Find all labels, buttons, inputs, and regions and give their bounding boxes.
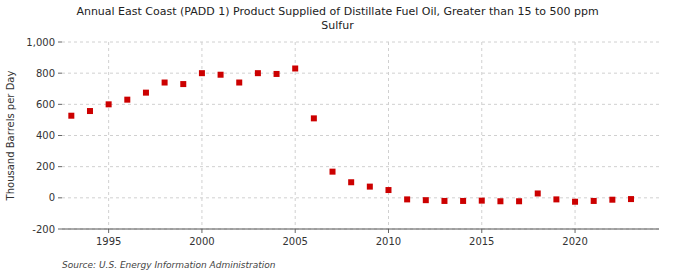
axes: -200 0 200 400 600 800 1,000 1995 2000 2005 2010 20… [26, 37, 659, 248]
point [572, 199, 578, 205]
title-line: Sulfur [321, 19, 354, 32]
point [199, 70, 205, 76]
point [348, 179, 354, 185]
point [497, 198, 503, 204]
point [124, 97, 130, 103]
point [106, 101, 112, 107]
x-grid-line [108, 42, 109, 229]
y-axis-label: Thousand Barrels per Day [5, 71, 16, 202]
point [553, 196, 559, 202]
y-tick-label: 400 [36, 130, 55, 141]
y-tick-label: 200 [36, 161, 55, 172]
y-tick-label: 0 [49, 192, 55, 203]
y-tick [58, 104, 62, 105]
x-tick [388, 229, 389, 233]
point [591, 198, 597, 204]
y-grid-line [62, 42, 659, 43]
grid [62, 42, 659, 229]
y-grid-line [62, 197, 659, 198]
point [143, 90, 149, 96]
point [255, 70, 261, 76]
x-tick [481, 229, 482, 233]
point [330, 169, 336, 175]
x-axis-line [62, 229, 659, 230]
x-tick-label: 2020 [562, 236, 587, 247]
title-line: Annual East Coast (PADD 1) Product Suppl… [76, 5, 598, 18]
point [180, 81, 186, 87]
point [479, 198, 485, 204]
y-tick [58, 166, 62, 167]
y-tick [58, 135, 62, 136]
y-grid-line [62, 104, 659, 105]
y-tick-label: 600 [36, 99, 55, 110]
y-tick [58, 229, 62, 230]
y-tick [58, 73, 62, 74]
chart: Annual East Coast (PADD 1) Product Suppl… [0, 0, 675, 275]
point [162, 80, 168, 86]
point [516, 198, 522, 204]
point [385, 187, 391, 193]
x-tick-label: 2015 [469, 236, 494, 247]
x-grid-line [388, 42, 389, 229]
y-tick [58, 42, 62, 43]
x-tick-label: 2005 [282, 236, 307, 247]
point [311, 115, 317, 121]
point [423, 197, 429, 203]
x-tick [108, 229, 109, 233]
x-tick [575, 229, 576, 233]
x-tick [295, 229, 296, 233]
y-grid-line [62, 73, 659, 74]
point [367, 184, 373, 190]
point [404, 196, 410, 202]
point [236, 80, 242, 86]
point [460, 198, 466, 204]
point [535, 190, 541, 196]
point [87, 108, 93, 114]
title: Annual East Coast (PADD 1) Product Suppl… [76, 5, 598, 32]
point [441, 198, 447, 204]
point [274, 71, 280, 77]
y-grid-line [62, 166, 659, 167]
points [68, 65, 634, 204]
point [218, 72, 224, 78]
x-tick-label: 2000 [189, 236, 214, 247]
point [628, 196, 634, 202]
x-tick [201, 229, 202, 233]
y-tick-label: 800 [36, 68, 55, 79]
y-tick-label: 1,000 [26, 37, 55, 48]
point [609, 197, 615, 203]
y-tick [58, 197, 62, 198]
y-tick-label: -200 [32, 224, 55, 235]
point [68, 113, 74, 119]
point [292, 65, 298, 71]
x-grid-line [201, 42, 202, 229]
source: Source: U.S. Energy Information Administ… [62, 260, 276, 270]
y-grid-line [62, 135, 659, 136]
x-tick-label: 2010 [376, 236, 401, 247]
x-tick-label: 1995 [96, 236, 121, 247]
y-grid-line [62, 229, 659, 230]
